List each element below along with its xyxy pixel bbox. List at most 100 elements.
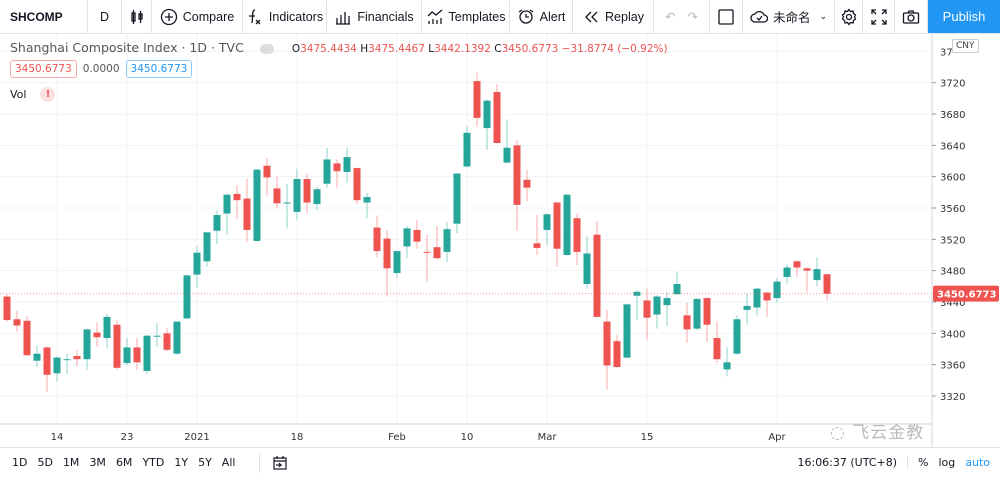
save-layout-button[interactable]: 未命名 ⌄ <box>743 0 835 33</box>
auto-scale-toggle[interactable]: auto <box>965 456 990 469</box>
candle-down <box>413 229 421 242</box>
candle-up <box>283 202 291 204</box>
alert-button[interactable]: Alert <box>510 0 573 33</box>
candle-down <box>233 193 241 201</box>
range-1m[interactable]: 1M <box>62 456 80 469</box>
last-price-label: 3450.6773 <box>937 290 997 301</box>
candle-down <box>553 202 561 249</box>
x-tick-label: 18 <box>291 432 304 443</box>
symbol-label: SHCOMP <box>10 9 63 24</box>
candle-down <box>93 332 101 338</box>
candle-up <box>783 267 791 277</box>
y-tick-label: 3720 <box>940 79 965 90</box>
x-tick-label: Apr <box>768 432 786 443</box>
range-5y[interactable]: 5Y <box>198 456 212 469</box>
financials-button[interactable]: Financials <box>327 0 422 33</box>
interval-button[interactable]: D <box>88 0 122 33</box>
symbol-search[interactable]: SHCOMP <box>0 0 88 33</box>
range-1y[interactable]: 1Y <box>174 456 189 469</box>
currency-badge[interactable]: CNY <box>952 39 979 53</box>
fullscreen-icon <box>870 8 887 25</box>
x-tick-label: Feb <box>388 432 406 443</box>
log-toggle[interactable]: log <box>938 456 956 469</box>
publish-button[interactable]: Publish <box>928 0 1000 33</box>
chevron-down-icon: ⌄ <box>819 11 828 21</box>
plus-circle-icon <box>160 8 177 25</box>
candle-down <box>303 179 311 203</box>
collapse-legend-button[interactable] <box>259 43 274 54</box>
percent-toggle[interactable]: % <box>918 456 929 469</box>
range-5d[interactable]: 5D <box>37 456 53 469</box>
y-tick-label: 3680 <box>940 110 965 121</box>
candle-down <box>823 274 831 294</box>
compare-label: Compare <box>182 9 235 24</box>
replay-label: Replay <box>605 9 644 24</box>
candle-down <box>523 179 531 188</box>
candle-up <box>343 157 351 172</box>
compare-button[interactable]: Compare <box>152 0 243 33</box>
volume-label: Vol <box>10 88 27 101</box>
candle-down <box>43 347 51 375</box>
close-value: 3450.6773 <box>501 43 559 55</box>
range-all[interactable]: All <box>221 456 236 469</box>
candle-down <box>243 198 251 230</box>
publish-label: Publish <box>942 9 986 24</box>
range-3m[interactable]: 3M <box>89 456 106 469</box>
candle-up <box>323 159 331 184</box>
alarm-clock-icon <box>518 8 534 24</box>
y-tick-label: 3320 <box>940 392 965 403</box>
templates-button[interactable]: Templates <box>422 0 510 33</box>
candle-down <box>113 324 121 368</box>
indicators-button[interactable]: Indicators <box>243 0 327 33</box>
replay-button[interactable]: Replay <box>573 0 654 33</box>
last-price-badge <box>933 285 999 302</box>
undo-icon[interactable]: ↶ <box>665 10 676 24</box>
y-tick-label: 3640 <box>940 141 965 152</box>
candle-down <box>373 227 381 252</box>
candle-up <box>723 362 731 370</box>
range-1d[interactable]: 1D <box>12 456 28 469</box>
x-tick-label: 2021 <box>184 432 209 443</box>
y-tick-label: 3600 <box>940 173 965 184</box>
undo-redo-group: ↶ ↷ <box>654 0 710 33</box>
settings-button[interactable] <box>835 0 863 33</box>
candle-up <box>403 228 411 247</box>
clock: 16:06:37 (UTC+8) <box>797 456 908 469</box>
go-to-date-button[interactable] <box>259 452 288 473</box>
financials-label: Financials <box>357 9 414 24</box>
price-chart[interactable]: 3320 3360 3400 3440 3480 3520 3560 3600 3640 3680… <box>0 0 1000 447</box>
candle-up <box>223 194 231 214</box>
y-tick-label: 3360 <box>940 361 965 372</box>
candle-down <box>13 319 21 326</box>
candle-up <box>363 197 371 203</box>
warning-icon[interactable]: ! <box>40 87 56 102</box>
fullscreen-button[interactable] <box>863 0 895 33</box>
calendar-icon <box>273 455 288 470</box>
range-6m[interactable]: 6M <box>115 456 133 469</box>
candle-down <box>493 92 501 143</box>
chart-type-button[interactable] <box>122 0 152 33</box>
candle-up <box>773 281 781 299</box>
candle-down <box>333 163 341 172</box>
snapshot-button[interactable] <box>895 0 928 33</box>
candle-up <box>253 169 261 241</box>
redo-icon[interactable]: ↷ <box>687 10 698 24</box>
high-label: H <box>360 43 369 55</box>
candle-up <box>53 357 61 374</box>
candle-down <box>683 315 691 330</box>
interval-label: D <box>99 9 110 24</box>
candle-up <box>443 229 451 252</box>
top-toolbar: SHCOMP D Compare Indicators Financials T… <box>0 0 1000 34</box>
candle-up <box>193 252 201 275</box>
candle-down <box>273 188 281 204</box>
x-tick-label: 14 <box>51 432 64 443</box>
candles-icon <box>130 9 143 24</box>
candle-up <box>63 359 71 361</box>
candle-up <box>483 100 491 129</box>
range-ytd[interactable]: YTD <box>142 456 165 469</box>
x-tick-label: 23 <box>121 432 134 443</box>
candle-down <box>163 333 171 350</box>
candle-up <box>743 305 751 310</box>
square-icon <box>718 8 734 25</box>
layout-button[interactable] <box>710 0 743 33</box>
